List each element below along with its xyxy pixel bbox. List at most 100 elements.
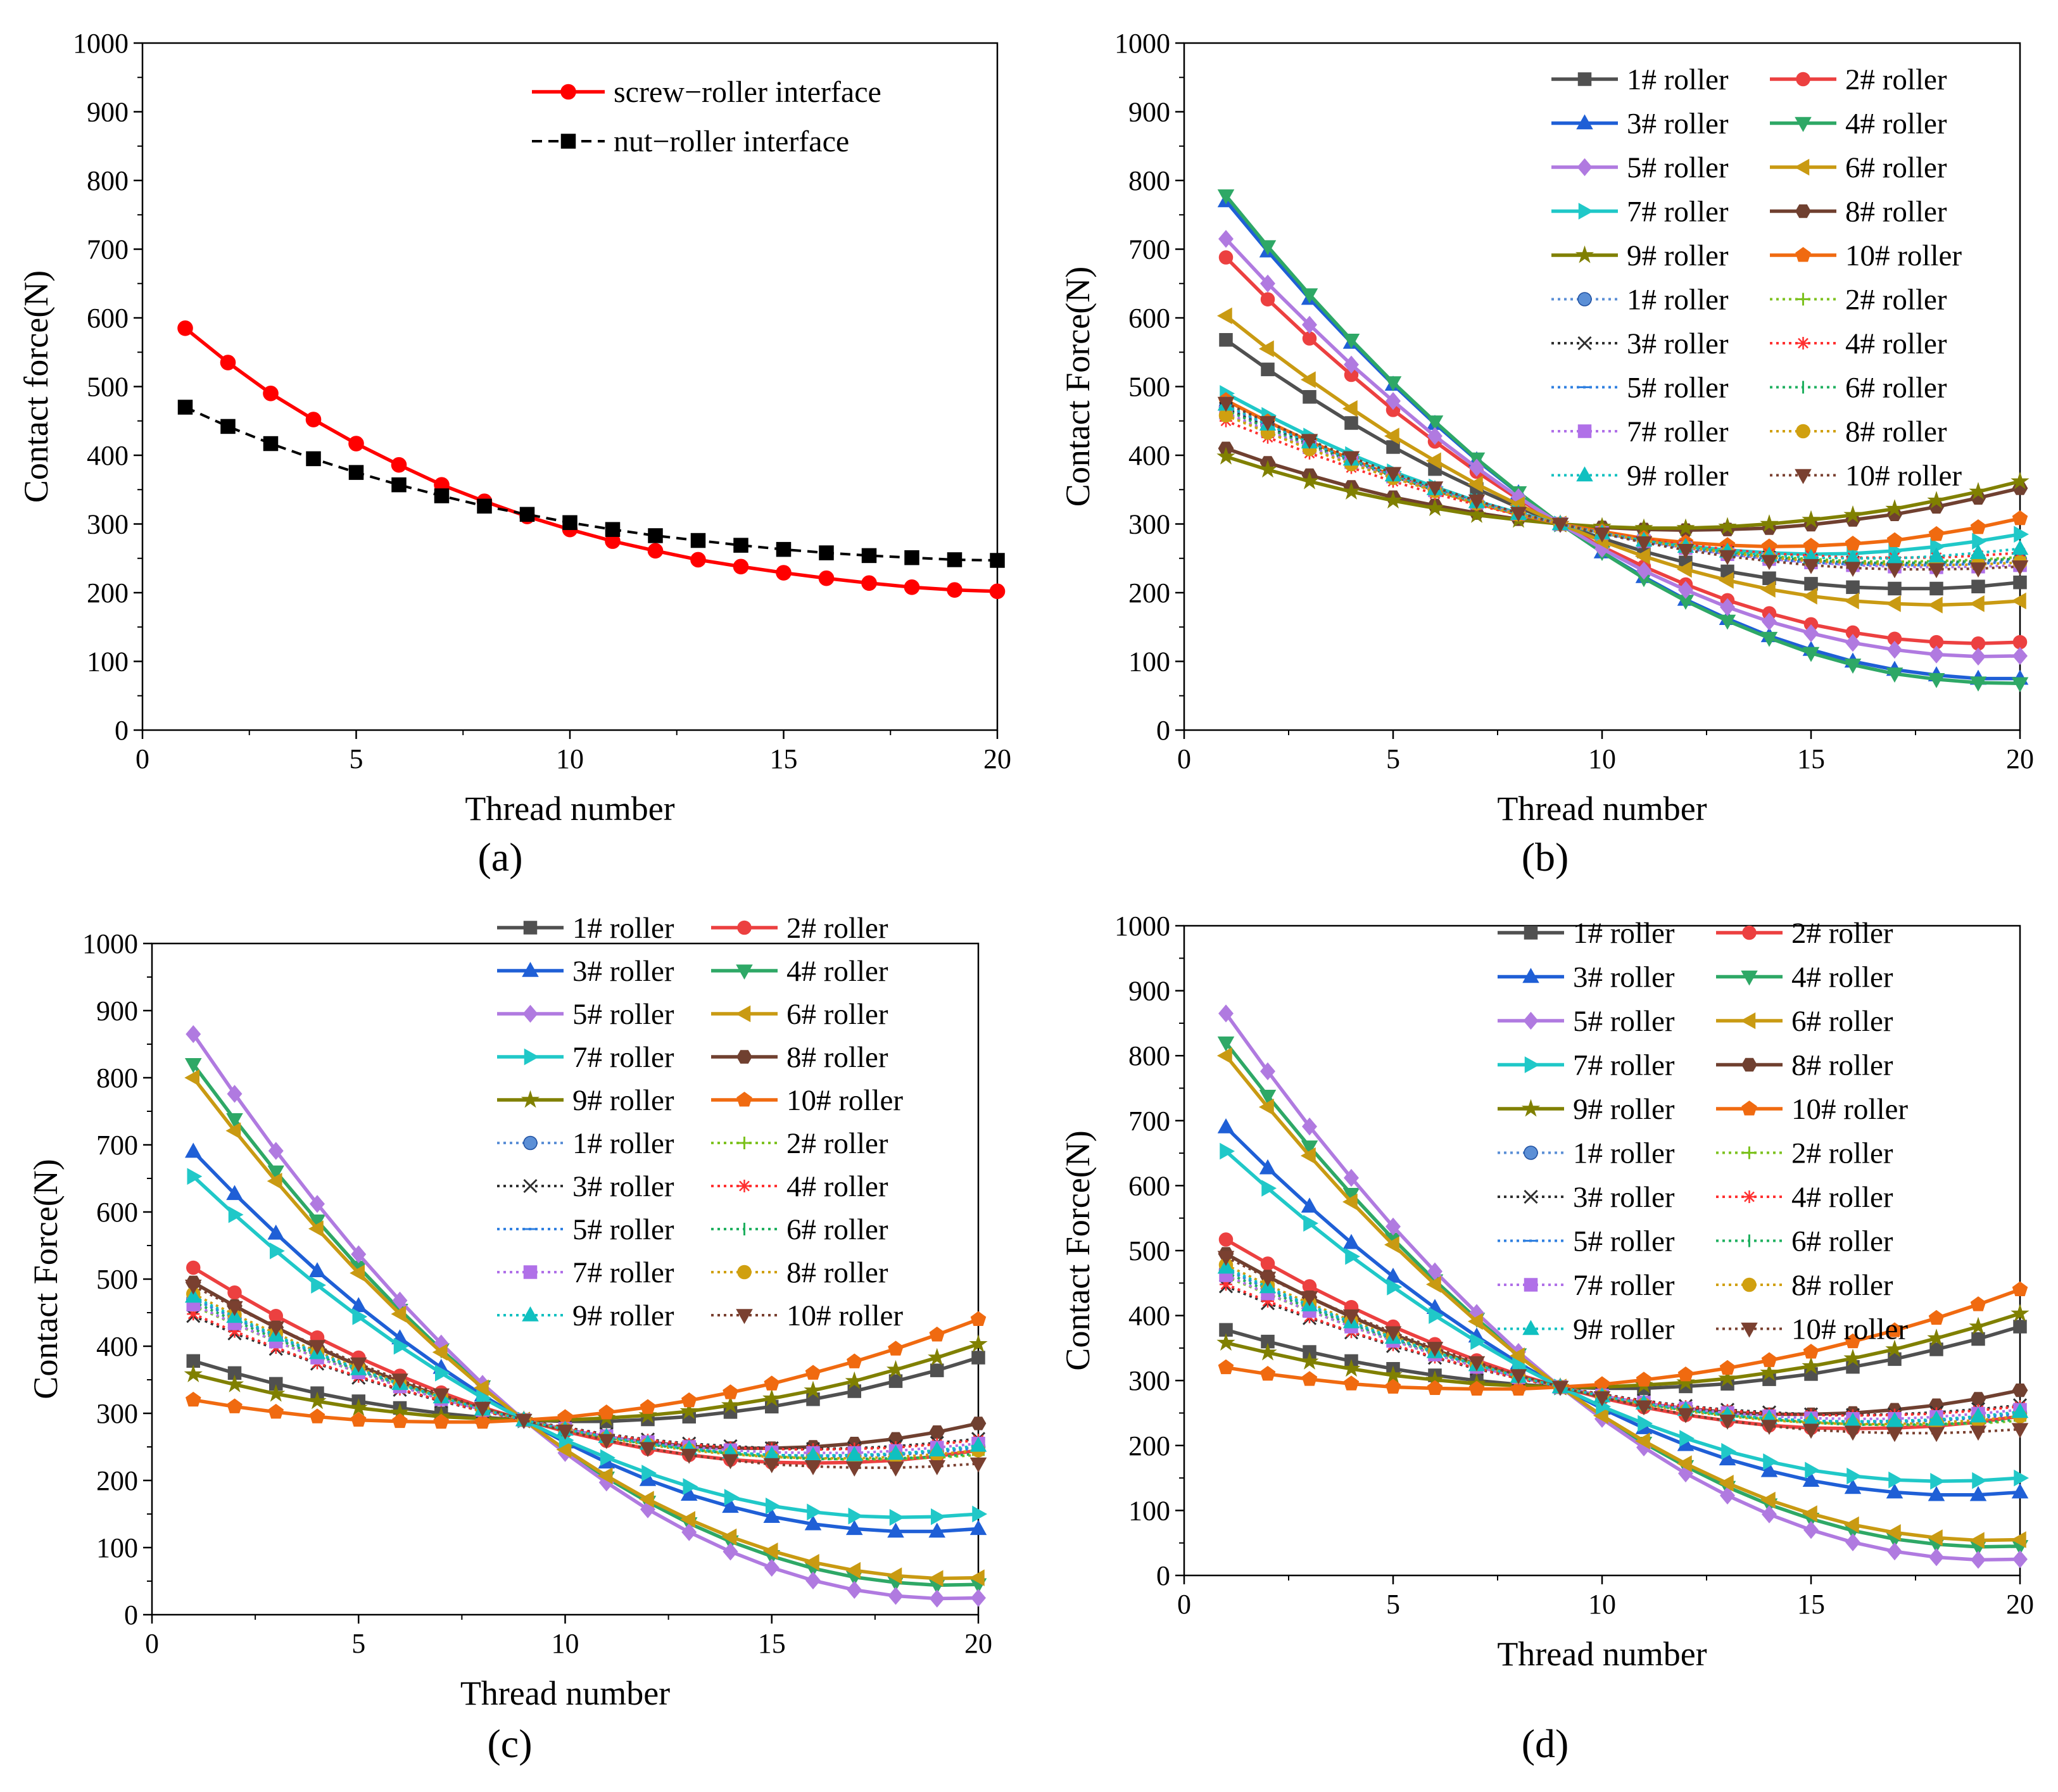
data-point: [308, 1340, 326, 1356]
legend-label: 4# roller: [1845, 108, 1947, 141]
data-point: [348, 436, 364, 451]
legend-marker: [1795, 469, 1812, 484]
data-point: [391, 457, 407, 473]
data-point: [1844, 1425, 1862, 1441]
data-point: [598, 1434, 616, 1449]
data-point: [1425, 1276, 1441, 1293]
legend-item: 4# roller: [1716, 961, 1893, 994]
x-tick-label: 5: [351, 1628, 365, 1659]
legend-label: 3# roller: [1573, 961, 1675, 994]
data-point: [1888, 581, 1902, 596]
data-point: [556, 1441, 572, 1458]
data-point: [1387, 1278, 1403, 1296]
legend-label: 5# roller: [1573, 1005, 1675, 1038]
data-point: [1218, 230, 1234, 248]
legend-label: 10# roller: [1791, 1313, 1908, 1346]
data-point: [1929, 1342, 1943, 1356]
legend-marker: [1796, 293, 1810, 306]
legend-item: 7# roller: [1498, 1049, 1675, 1082]
legend-marker: [523, 921, 538, 935]
data-point: [1467, 476, 1483, 493]
legend-label: 8# roller: [1845, 196, 1947, 229]
data-point: [1718, 517, 1737, 535]
legend-marker: [1521, 1099, 1541, 1117]
series-line: [1225, 1311, 2021, 1389]
legend-item: 8# roller: [1770, 196, 1947, 229]
data-point: [1302, 1117, 1317, 1136]
data-point: [1761, 1352, 1777, 1367]
legend-label: 10# roller: [786, 1299, 903, 1332]
data-point: [1969, 1425, 1987, 1441]
data-point: [721, 1395, 740, 1413]
data-point: [1804, 577, 1818, 591]
data-point: [1843, 505, 1862, 523]
legend-item: 7# roller: [497, 1256, 674, 1289]
data-point: [1676, 1372, 1695, 1391]
legend-marker: [522, 961, 539, 977]
data-point: [308, 1262, 326, 1278]
series-line: [1225, 1149, 2021, 1483]
series-line: [1225, 1325, 2021, 1391]
y-tick-label: 500: [1128, 372, 1170, 403]
data-point: [1426, 1342, 1444, 1357]
data-point: [683, 1478, 698, 1495]
data-point: [1468, 1380, 1485, 1396]
panel-label: (b): [1522, 835, 1569, 880]
data-point: [1302, 315, 1317, 334]
data-point: [600, 1449, 616, 1467]
data-point: [2011, 471, 2030, 489]
data-point: [764, 1375, 780, 1391]
data-point: [1760, 514, 1779, 532]
legend-item: 7# roller: [1551, 196, 1729, 229]
y-tick-label: 300: [1128, 1365, 1170, 1396]
legend-label: 7# roller: [1627, 415, 1729, 448]
legend-item: 9# roller: [1498, 1313, 1675, 1346]
data-point: [1970, 1296, 1986, 1311]
data-point: [267, 1384, 286, 1402]
legend-marker: [560, 84, 576, 100]
legend-item: 3# roller: [1498, 1181, 1675, 1214]
data-point: [1971, 579, 1985, 593]
data-point: [1928, 1410, 1945, 1426]
data-point: [476, 1389, 492, 1406]
data-point: [1803, 624, 1819, 643]
data-point: [392, 1291, 408, 1310]
legend-item: 1# roller: [1498, 917, 1675, 950]
y-axis-label: Contact force(N): [17, 270, 55, 503]
y-tick-label: 200: [96, 1465, 138, 1496]
legend-item: 1# roller: [497, 912, 674, 945]
data-point: [690, 552, 706, 568]
y-tick-label: 500: [87, 372, 129, 403]
data-point: [1887, 1542, 1902, 1561]
legend-label: 10# roller: [1845, 239, 1962, 272]
data-point: [888, 1341, 904, 1356]
legend-item: 3# roller: [1551, 108, 1729, 141]
data-point: [1886, 667, 1903, 683]
x-tick-label: 20: [2006, 743, 2034, 774]
series-line: [1224, 237, 2021, 659]
series-line: [1225, 1283, 2021, 1417]
data-point: [1260, 292, 1275, 306]
data-point: [1845, 1533, 1860, 1551]
data-point: [1971, 1551, 1986, 1569]
data-point: [1342, 333, 1360, 349]
data-point: [690, 533, 706, 548]
data-point: [350, 1297, 367, 1313]
legend-marker: [737, 1265, 752, 1280]
data-point: [722, 1498, 739, 1513]
data-point: [1803, 1344, 1819, 1359]
legend-item: 5# roller: [1551, 151, 1729, 184]
data-point: [473, 1379, 489, 1396]
y-tick-label: 200: [1128, 577, 1170, 609]
data-point: [1969, 562, 1987, 578]
data-point: [648, 528, 663, 543]
data-point: [1300, 471, 1319, 489]
legend-marker: [523, 1135, 538, 1151]
data-point: [724, 1489, 740, 1506]
legend-marker: [736, 1092, 752, 1107]
y-tick-label: 400: [1128, 1301, 1170, 1332]
legend-label: 1# roller: [1627, 284, 1729, 317]
legend-marker: [1576, 114, 1593, 130]
legend-label: 9# roller: [1573, 1313, 1675, 1346]
